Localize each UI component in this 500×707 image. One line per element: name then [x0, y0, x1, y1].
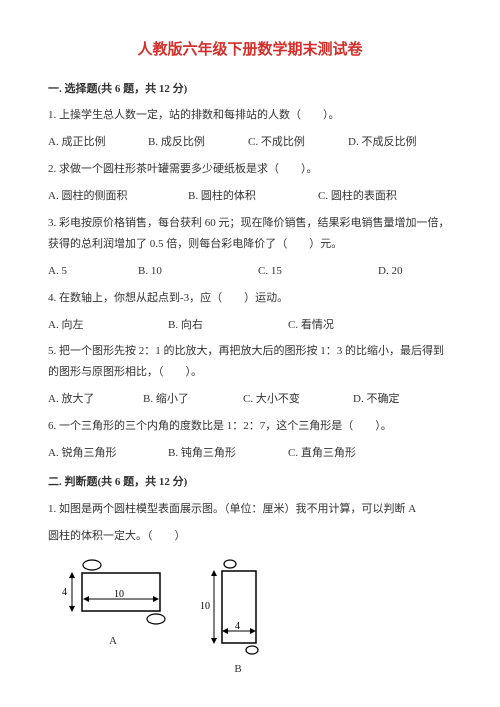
section2-header: 二. 判断题(共 6 题，共 12 分): [48, 472, 452, 493]
q5-text: 5. 把一个图形先按 2：1 的比放大，再把放大后的图形按 1：3 的比缩小，最…: [48, 341, 452, 383]
diagram-b-label: B: [234, 659, 241, 680]
q5-opt-c: C. 大小不变: [243, 389, 353, 410]
q4-opt-c: C. 看情况: [288, 315, 334, 336]
dim-h-a-label: 4: [62, 587, 67, 598]
page-title: 人教版六年级下册数学期末测试卷: [48, 36, 452, 65]
q5-opt-a: A. 放大了: [48, 389, 143, 410]
q2-opt-a: A. 圆柱的侧面积: [48, 186, 188, 207]
ellipse-bot-b: [246, 646, 258, 654]
q1-opt-d: D. 不成反比例: [348, 132, 416, 153]
q2-text: 2. 求做一个圆柱形茶叶罐需要多少硬纸板是求（ ）。: [48, 159, 452, 180]
q4-text: 4. 在数轴上，你想从起点到-3，应（ ）运动。: [48, 288, 452, 309]
q5-opt-d: D. 不确定: [353, 389, 399, 410]
q6-opt-c: C. 直角三角形: [288, 443, 356, 464]
q2-opt-b: B. 圆柱的体积: [188, 186, 318, 207]
ellipse-top-b: [224, 560, 236, 568]
q4-opt-a: A. 向左: [48, 315, 168, 336]
s2-q1-line1: 1. 如图是两个圆柱模型表面展示图。（单位：厘米）我不用计算，可以判断 A: [48, 499, 452, 520]
q1-opt-b: B. 成反比例: [148, 132, 248, 153]
q6-options: A. 锐角三角形 B. 钝角三角形 C. 直角三角形: [48, 443, 452, 464]
q5-opt-b: B. 缩小了: [143, 389, 243, 410]
diagram-b-svg: 10 4: [198, 557, 278, 657]
diagram-b: 10 4 B: [198, 557, 278, 680]
dim-w-a-label: 10: [114, 589, 124, 600]
q6-opt-b: B. 钝角三角形: [168, 443, 288, 464]
dim-h-b-label: 10: [200, 601, 210, 612]
q2-opt-c: C. 圆柱的表面积: [318, 186, 397, 207]
q3-opt-c: C. 15: [258, 261, 378, 282]
diagram-a: 4 10 A: [58, 557, 168, 680]
q3-opt-d: D. 20: [378, 261, 402, 282]
q2-options: A. 圆柱的侧面积 B. 圆柱的体积 C. 圆柱的表面积: [48, 186, 452, 207]
q3-text: 3. 彩电按原价格销售，每台获利 60 元；现在降价销售，结果彩电销售量增加一倍…: [48, 213, 452, 255]
q3-opt-a: A. 5: [48, 261, 138, 282]
s2-q1-line2: 圆柱的体积一定大。（ ）: [48, 526, 452, 547]
section1-header: 一. 选择题(共 6 题，共 12 分): [48, 79, 452, 100]
q4-options: A. 向左 B. 向右 C. 看情况: [48, 315, 452, 336]
q1-options: A. 成正比例 B. 成反比例 C. 不成比例 D. 不成反比例: [48, 132, 452, 153]
diagram-a-svg: 4 10: [58, 557, 168, 629]
dim-w-b-label: 4: [235, 621, 240, 632]
q3-opt-b: B. 10: [138, 261, 258, 282]
rect-b: [222, 571, 256, 643]
q6-text: 6. 一个三角形的三个内角的度数比是 1：2：7，这个三角形是（ ）。: [48, 416, 452, 437]
diagram-a-label: A: [109, 631, 117, 652]
q4-opt-b: B. 向右: [168, 315, 288, 336]
q3-options: A. 5 B. 10 C. 15 D. 20: [48, 261, 452, 282]
q6-opt-a: A. 锐角三角形: [48, 443, 168, 464]
q5-options: A. 放大了 B. 缩小了 C. 大小不变 D. 不确定: [48, 389, 452, 410]
q1-text: 1. 上操学生总人数一定，站的排数和每排站的人数（ ）。: [48, 105, 452, 126]
ellipse-bot-a: [147, 614, 165, 624]
q1-opt-a: A. 成正比例: [48, 132, 148, 153]
q1-opt-c: C. 不成比例: [248, 132, 348, 153]
ellipse-top-a: [83, 560, 101, 570]
diagram-row: 4 10 A 10 4 B: [58, 557, 452, 680]
